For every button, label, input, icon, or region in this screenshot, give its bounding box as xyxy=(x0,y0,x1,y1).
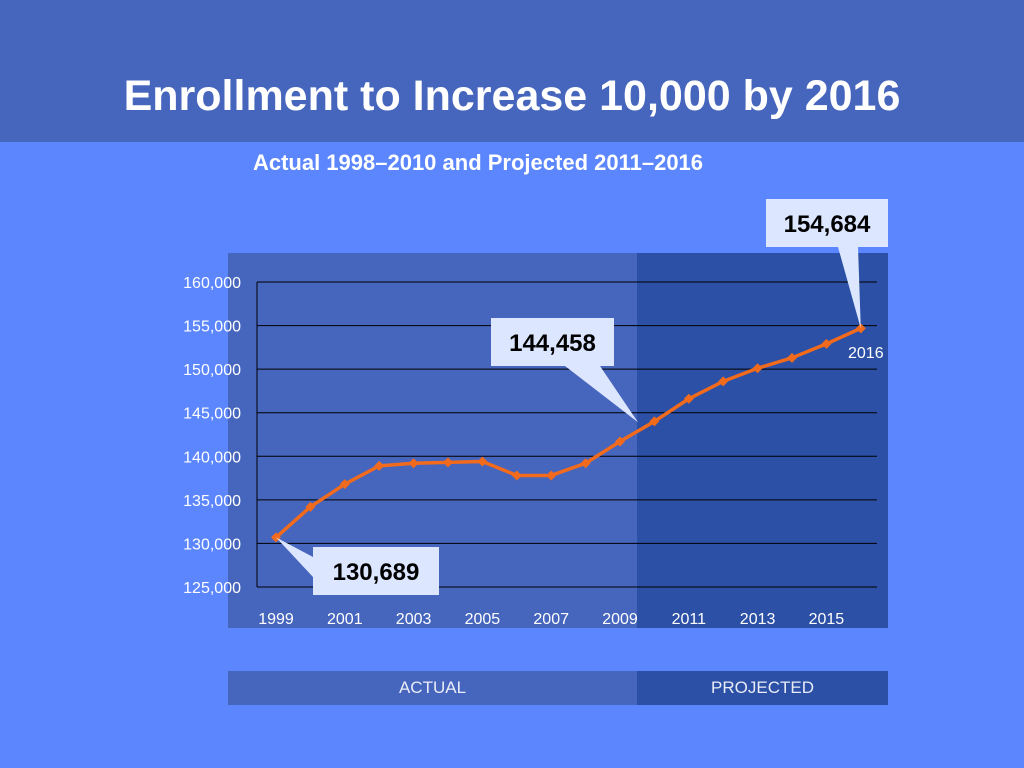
y-axis-ticks: 125,000 130,000 135,000 140,000 145,000 150,0… xyxy=(183,275,241,597)
data-point xyxy=(546,470,557,481)
projected-panel xyxy=(637,253,888,628)
callout-pointer xyxy=(838,247,861,329)
x-tick-label: 2013 xyxy=(740,611,776,628)
series-layer xyxy=(271,323,866,543)
data-point xyxy=(649,416,660,427)
y-tick-label: 155,000 xyxy=(183,319,241,336)
data-point xyxy=(374,460,385,471)
callout-label: 130,689 xyxy=(333,559,420,586)
x-tick-label: 2007 xyxy=(533,611,569,628)
x-tick-label: 2003 xyxy=(396,611,432,628)
enrollment-line xyxy=(274,326,862,539)
y-tick-label: 130,000 xyxy=(183,536,241,553)
data-point xyxy=(787,352,797,363)
point-label-2016: 2016 xyxy=(848,345,884,362)
data-point xyxy=(339,479,350,490)
data-point xyxy=(408,458,419,469)
callout-label: 144,458 xyxy=(509,330,596,357)
y-tick-label: 125,000 xyxy=(183,580,241,597)
x-tick-label: 1999 xyxy=(258,611,294,628)
callout-1999: 130,689 xyxy=(276,537,439,595)
y-tick-label: 135,000 xyxy=(183,493,241,510)
y-tick-label: 140,000 xyxy=(183,449,241,466)
title-bar xyxy=(0,0,1024,142)
data-point xyxy=(718,376,729,387)
data-point xyxy=(821,338,832,349)
data-point xyxy=(615,436,625,447)
x-tick-label: 2009 xyxy=(602,611,638,628)
slide-subtitle: Actual 1998–2010 and Projected 2011–2016 xyxy=(252,150,704,175)
y-tick-label: 145,000 xyxy=(183,406,241,423)
slide-title: Enrollment to Increase 10,000 by 2016 xyxy=(123,72,901,120)
x-tick-label: 2015 xyxy=(809,611,845,628)
callout-2016: 154,684 xyxy=(766,199,888,329)
x-tick-label: 2011 xyxy=(672,611,707,628)
callout-pointer xyxy=(276,537,313,577)
y-tick-label: 150,000 xyxy=(183,362,241,379)
data-point xyxy=(477,456,488,467)
callout-pointer xyxy=(565,366,638,423)
x-axis-ticks: 1999 2001 2003 2005 2007 2009 2011 2013 2015 xyxy=(258,611,844,628)
callouts-layer: 154,684 144,458 130,689 xyxy=(276,199,888,595)
callout-box xyxy=(766,199,888,247)
data-point xyxy=(305,501,316,512)
legend-projected: PROJECTED xyxy=(637,671,888,705)
data-point xyxy=(752,363,763,374)
gridlines xyxy=(257,281,877,588)
x-tick-label: 2005 xyxy=(465,611,501,628)
data-point xyxy=(683,393,694,404)
callout-box xyxy=(313,547,439,595)
y-tick-label: 160,000 xyxy=(183,275,241,292)
callout-box xyxy=(491,318,614,366)
data-point xyxy=(511,470,522,481)
x-tick-label: 2001 xyxy=(327,611,363,628)
legend-actual: ACTUAL xyxy=(228,671,637,705)
data-point xyxy=(580,458,591,469)
callout-label: 154,684 xyxy=(784,211,871,238)
data-point xyxy=(443,457,453,468)
callout-2010: 144,458 xyxy=(491,318,638,423)
